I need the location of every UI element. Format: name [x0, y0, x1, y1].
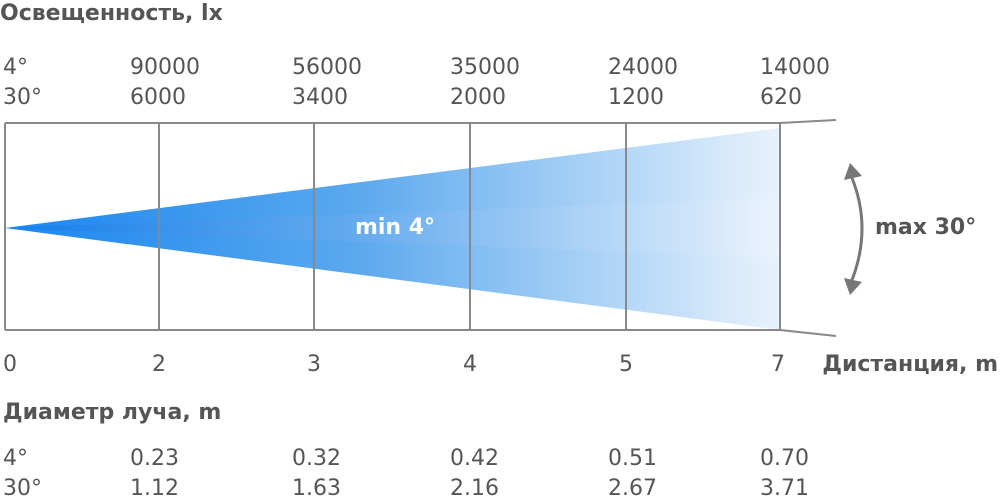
distance-tick: 0 [3, 352, 17, 377]
illuminance-value: 3400 [292, 85, 348, 110]
diameter-value: 1.63 [292, 476, 341, 499]
diameter-value: 0.23 [130, 446, 179, 471]
diameter-angle: 4° [3, 446, 28, 471]
illuminance-value: 35000 [450, 55, 520, 80]
diameter-value: 1.12 [130, 476, 179, 499]
narrow-beam [5, 198, 780, 258]
distance-label: Дистанция, m [822, 352, 998, 377]
diameter-value: 0.51 [608, 446, 657, 471]
distance-tick: 7 [771, 352, 785, 377]
diameter-value: 2.16 [450, 476, 499, 499]
diameter-value: 0.32 [292, 446, 341, 471]
illuminance-angle: 30° [3, 85, 42, 110]
distance-tick: 5 [619, 352, 633, 377]
diameter-value: 0.42 [450, 446, 499, 471]
illuminance-value: 14000 [760, 55, 830, 80]
illuminance-value: 1200 [608, 85, 664, 110]
diameter-title: Диаметр луча, m [3, 400, 221, 425]
diameter-value: 2.67 [608, 476, 657, 499]
illuminance-value: 24000 [608, 55, 678, 80]
illuminance-value: 90000 [130, 55, 200, 80]
max-angle-label: max 30° [875, 215, 976, 240]
illuminance-value: 56000 [292, 55, 362, 80]
distance-tick: 4 [463, 352, 477, 377]
diameter-angle: 30° [3, 476, 42, 499]
angle-arrow [844, 163, 864, 295]
illuminance-angle: 4° [3, 55, 28, 80]
distance-tick: 2 [152, 352, 166, 377]
frame [4, 119, 837, 337]
diameter-value: 0.70 [760, 446, 809, 471]
illuminance-value: 2000 [450, 85, 506, 110]
diameter-value: 3.71 [760, 476, 809, 499]
illuminance-value: 6000 [130, 85, 186, 110]
illuminance-value: 620 [760, 85, 802, 110]
min-angle-label: min 4° [355, 215, 435, 240]
illuminance-title: Освещенность, lx [0, 1, 223, 26]
distance-tick: 3 [307, 352, 321, 377]
